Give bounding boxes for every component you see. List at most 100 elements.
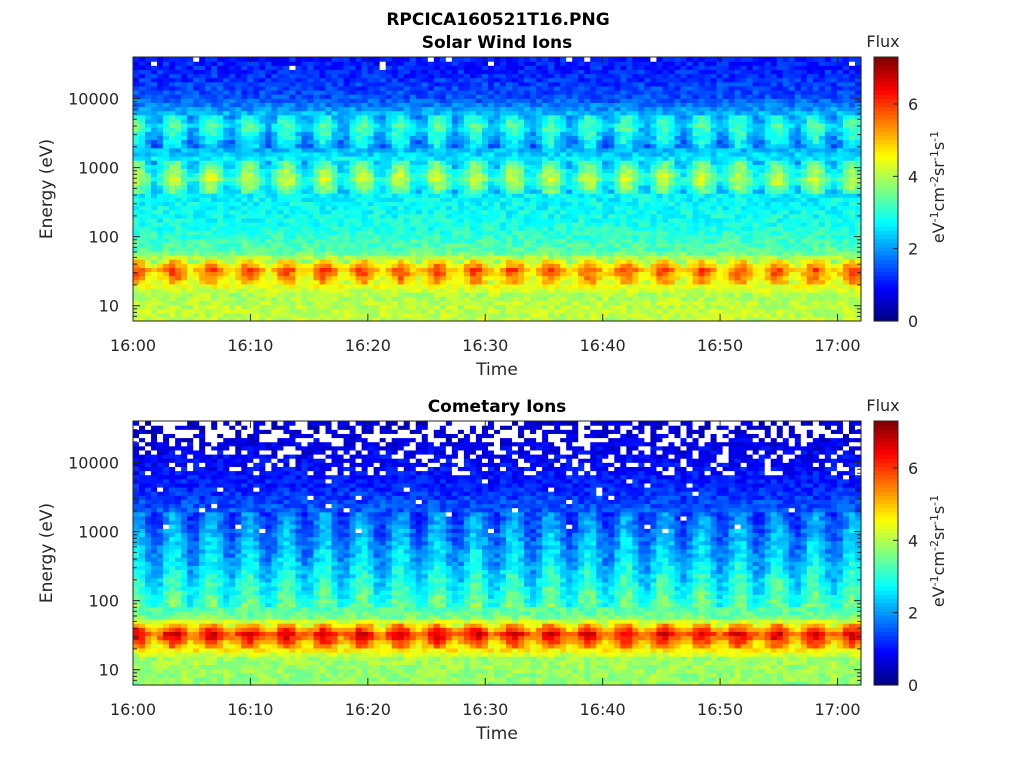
heatmap-cell: [584, 147, 591, 153]
heatmap-cell: [421, 304, 429, 310]
heatmap-cell: [542, 255, 549, 260]
heatmap-cell: [421, 106, 429, 112]
heatmap-cell: [548, 156, 555, 161]
heatmap-cell: [524, 164, 531, 169]
heatmap-cell: [265, 238, 272, 244]
heatmap-cell: [349, 102, 357, 108]
heatmap-cell: [145, 114, 152, 120]
heatmap-cell: [169, 69, 176, 75]
heatmap-cell: [439, 102, 447, 108]
heatmap-cell: [542, 69, 549, 75]
heatmap-cell: [530, 139, 537, 145]
heatmap-cell: [439, 300, 447, 306]
heatmap-cell: [295, 164, 303, 169]
heatmap-cell: [295, 106, 303, 112]
heatmap-cell: [355, 110, 363, 116]
heatmap-cell: [199, 69, 206, 75]
heatmap-cell: [307, 230, 315, 235]
heatmap-cell: [481, 296, 489, 301]
heatmap-cell: [427, 131, 435, 136]
heatmap-cell: [313, 147, 321, 153]
heatmap-cell: [493, 77, 501, 83]
heatmap-cell: [512, 292, 519, 297]
heatmap-cell: [457, 242, 465, 248]
heatmap-cell: [578, 61, 585, 66]
heatmap-cell: [259, 98, 266, 103]
heatmap-cell: [325, 308, 333, 314]
heatmap-cell: [247, 85, 254, 91]
heatmap-cell: [433, 193, 441, 198]
heatmap-cell: [175, 283, 182, 289]
heatmap-cell: [187, 300, 194, 306]
heatmap-cell: [355, 267, 363, 273]
heatmap-cell: [554, 57, 561, 62]
heatmap-cell: [379, 69, 387, 75]
heatmap-cell: [475, 81, 483, 87]
heatmap-cell: [283, 292, 291, 297]
heatmap-cell: [469, 296, 477, 301]
heatmap-cell: [337, 127, 345, 132]
heatmap-cell: [451, 263, 459, 268]
heatmap-cell: [247, 156, 254, 161]
heatmap-cell: [427, 90, 435, 95]
heatmap-cell: [145, 213, 152, 219]
heatmap-cell: [481, 193, 489, 198]
heatmap-cell: [211, 127, 218, 132]
heatmap-cell: [271, 69, 278, 75]
heatmap-cell: [421, 234, 429, 240]
heatmap-cell: [355, 106, 363, 112]
heatmap-cell: [560, 234, 567, 240]
heatmap-cell: [415, 209, 423, 215]
heatmap-cell: [157, 118, 164, 124]
heatmap-cell: [163, 143, 170, 149]
heatmap-cell: [277, 292, 285, 297]
heatmap-cell: [590, 156, 597, 161]
heatmap-cell: [367, 147, 375, 153]
heatmap-cell: [229, 242, 236, 248]
heatmap-cell: [193, 263, 200, 268]
heatmap-cell: [397, 65, 405, 70]
heatmap-cell: [560, 230, 567, 235]
heatmap-cell: [289, 193, 297, 198]
heatmap-cell: [548, 226, 555, 231]
heatmap-cell: [325, 135, 333, 141]
heatmap-cell: [349, 197, 357, 202]
heatmap-cell: [512, 131, 519, 136]
heatmap-cell: [572, 300, 579, 306]
heatmap-cell: [181, 189, 188, 194]
heatmap-cell: [590, 69, 597, 75]
heatmap-cell: [175, 118, 182, 124]
heatmap-cell: [283, 77, 291, 83]
heatmap-cell: [493, 205, 501, 211]
heatmap-cell: [542, 222, 549, 227]
heatmap-cell: [524, 300, 531, 306]
heatmap-cell: [530, 205, 537, 211]
heatmap-cell: [211, 193, 218, 198]
heatmap-cell: [193, 73, 200, 79]
heatmap-cell: [145, 98, 152, 103]
heatmap-cell: [379, 147, 387, 153]
heatmap-cell: [403, 271, 411, 277]
heatmap-cell: [536, 263, 543, 268]
heatmap-cell: [596, 250, 603, 256]
heatmap-cell: [590, 226, 597, 231]
heatmap-cell: [133, 110, 140, 116]
heatmap-cell: [385, 135, 393, 141]
heatmap-cell: [259, 131, 266, 136]
heatmap-cell: [271, 98, 278, 103]
heatmap-cell: [157, 275, 164, 281]
heatmap-cell: [307, 238, 315, 244]
heatmap-cell: [187, 106, 194, 112]
heatmap-cell: [469, 118, 477, 124]
heatmap-cell: [524, 308, 531, 314]
heatmap-cell: [139, 238, 146, 244]
heatmap-cell: [151, 234, 158, 240]
heatmap-cell: [169, 110, 176, 116]
heatmap-cell: [235, 234, 242, 240]
heatmap-cell: [536, 283, 543, 289]
heatmap-cell: [542, 312, 549, 318]
heatmap-cell: [469, 242, 477, 248]
heatmap-cell: [355, 94, 363, 99]
heatmap-cell: [548, 118, 555, 124]
